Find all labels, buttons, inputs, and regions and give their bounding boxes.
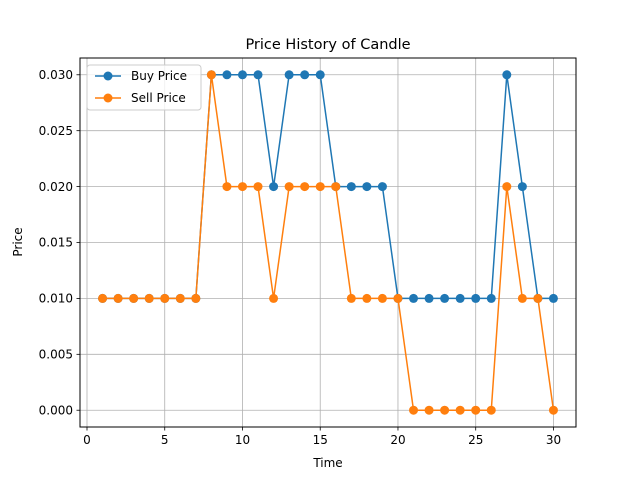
data-point-sell-price — [129, 293, 139, 303]
data-point-sell-price — [191, 293, 201, 303]
data-point-sell-price — [471, 405, 481, 415]
data-point-sell-price — [315, 182, 325, 192]
data-point-sell-price — [346, 293, 356, 303]
data-point-buy-price — [237, 70, 247, 80]
x-tick-label: 25 — [468, 433, 483, 447]
data-point-sell-price — [440, 405, 450, 415]
legend-label-sell-price: Sell Price — [131, 91, 186, 105]
data-point-sell-price — [533, 293, 543, 303]
data-point-buy-price — [346, 182, 356, 192]
data-point-buy-price — [300, 70, 310, 80]
data-point-buy-price — [471, 293, 481, 303]
data-point-sell-price — [300, 182, 310, 192]
series-sell-price — [98, 70, 558, 415]
y-tick-label: 0.010 — [39, 292, 73, 306]
data-point-buy-price — [424, 293, 434, 303]
data-point-sell-price — [269, 293, 279, 303]
data-point-buy-price — [517, 182, 527, 192]
data-point-buy-price — [440, 293, 450, 303]
data-point-sell-price — [253, 182, 263, 192]
data-point-sell-price — [98, 293, 108, 303]
data-point-sell-price — [455, 405, 465, 415]
y-tick-label: 0.005 — [39, 348, 73, 362]
data-point-sell-price — [331, 182, 341, 192]
data-point-sell-price — [517, 293, 527, 303]
data-point-sell-price — [548, 405, 558, 415]
y-axis-title: Price — [11, 227, 25, 256]
x-tick-label: 15 — [313, 433, 328, 447]
x-tick-label: 5 — [161, 433, 169, 447]
data-point-sell-price — [424, 405, 434, 415]
data-point-sell-price — [284, 182, 294, 192]
chart-title: Price History of Candle — [245, 37, 410, 53]
data-point-buy-price — [455, 293, 465, 303]
data-point-buy-price — [222, 70, 232, 80]
data-point-sell-price — [393, 293, 403, 303]
data-point-buy-price — [253, 70, 263, 80]
x-axis-title: Time — [312, 456, 342, 470]
data-point-buy-price — [409, 293, 419, 303]
data-point-sell-price — [502, 182, 512, 192]
legend-label-buy-price: Buy Price — [131, 69, 187, 83]
data-point-buy-price — [502, 70, 512, 80]
data-point-sell-price — [409, 405, 419, 415]
data-point-sell-price — [160, 293, 170, 303]
y-tick-label: 0.030 — [39, 68, 73, 82]
data-point-buy-price — [377, 182, 387, 192]
x-tick-label: 30 — [546, 433, 561, 447]
data-point-sell-price — [113, 293, 123, 303]
y-tick-label: 0.020 — [39, 180, 73, 194]
data-point-buy-price — [269, 182, 279, 192]
data-point-sell-price — [222, 182, 232, 192]
data-point-sell-price — [237, 182, 247, 192]
data-point-buy-price — [315, 70, 325, 80]
series-layer — [98, 70, 558, 415]
data-point-sell-price — [144, 293, 154, 303]
y-tick-label: 0.025 — [39, 124, 73, 138]
data-point-buy-price — [362, 182, 372, 192]
legend-marker-sell-price — [103, 93, 113, 103]
y-tick-label: 0.000 — [39, 403, 73, 417]
x-tick-label: 10 — [235, 433, 250, 447]
data-point-sell-price — [362, 293, 372, 303]
x-tick-label: 0 — [83, 433, 91, 447]
data-point-sell-price — [206, 70, 216, 80]
data-point-sell-price — [175, 293, 185, 303]
y-tick-label: 0.015 — [39, 236, 73, 250]
x-tick-label: 20 — [390, 433, 405, 447]
legend: Buy Price Sell Price — [86, 64, 202, 111]
data-point-buy-price — [548, 293, 558, 303]
data-point-buy-price — [486, 293, 496, 303]
data-point-buy-price — [284, 70, 294, 80]
data-point-sell-price — [377, 293, 387, 303]
legend-marker-buy-price — [103, 71, 113, 81]
y-axis-ticks: 0.000 0.005 0.010 0.015 0.020 0.025 0.030 — [39, 68, 80, 417]
x-axis-ticks: 0 5 10 15 20 25 30 — [83, 427, 561, 447]
data-point-sell-price — [486, 405, 496, 415]
